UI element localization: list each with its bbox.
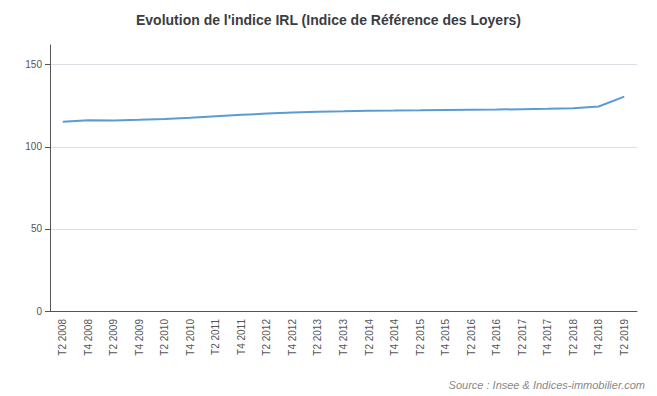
svg-text:T4 2008: T4 2008 [83, 319, 94, 356]
svg-text:150: 150 [25, 59, 42, 70]
svg-text:T2 2011: T2 2011 [210, 319, 221, 355]
svg-text:T4 2009: T4 2009 [134, 319, 145, 356]
svg-text:0: 0 [36, 306, 42, 317]
svg-text:100: 100 [25, 141, 42, 152]
svg-text:T2 2018: T2 2018 [568, 319, 579, 356]
svg-text:Evolution de l'indice IRL (Ind: Evolution de l'indice IRL (Indice de Réf… [136, 12, 521, 28]
svg-text:T2 2019: T2 2019 [619, 319, 630, 356]
svg-text:T4 2010: T4 2010 [185, 319, 196, 356]
svg-text:T2 2012: T2 2012 [261, 319, 272, 356]
svg-text:50: 50 [31, 223, 43, 234]
svg-text:T2 2017: T2 2017 [517, 319, 528, 356]
svg-text:T4 2017: T4 2017 [542, 319, 553, 356]
svg-text:T2 2010: T2 2010 [159, 319, 170, 356]
svg-text:T4 2012: T4 2012 [287, 319, 298, 356]
svg-text:T2 2014: T2 2014 [364, 319, 375, 356]
svg-text:T4 2018: T4 2018 [593, 319, 604, 356]
svg-text:T4 2015: T4 2015 [440, 319, 451, 356]
svg-text:T4 2014: T4 2014 [389, 319, 400, 356]
svg-text:Source : Insee & Indices-immob: Source : Insee & Indices-immobilier.com [449, 379, 645, 391]
svg-text:T2 2009: T2 2009 [108, 319, 119, 356]
svg-text:T4 2011: T4 2011 [236, 319, 247, 355]
svg-text:T2 2015: T2 2015 [415, 319, 426, 356]
svg-text:T2 2016: T2 2016 [466, 319, 477, 356]
svg-text:T2 2013: T2 2013 [312, 319, 323, 356]
svg-text:T2 2008: T2 2008 [57, 319, 68, 356]
svg-text:T4 2016: T4 2016 [491, 319, 502, 356]
svg-text:T4 2013: T4 2013 [338, 319, 349, 356]
